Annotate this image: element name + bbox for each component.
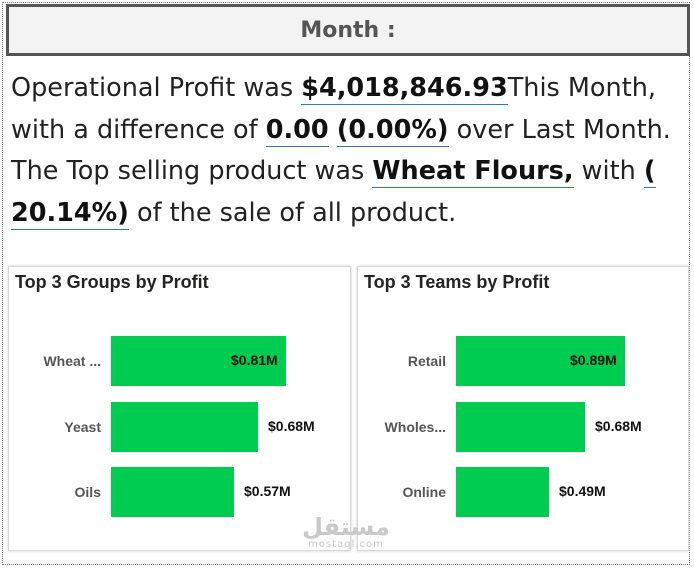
- data-label: $0.89M: [570, 352, 617, 368]
- category-label: Yeast: [64, 419, 101, 435]
- top-groups-chart[interactable]: Top 3 Groups by Profit Wheat ... $0.81M Ye…: [8, 266, 351, 551]
- data-label: $0.68M: [595, 418, 642, 434]
- narrative-text-5: with: [573, 156, 644, 186]
- narrative-text-2: This Month, with a difference of: [11, 73, 656, 145]
- watermark-arabic: مستقل: [302, 513, 390, 541]
- top-product-name: Wheat Flours,: [372, 156, 574, 188]
- data-label: $0.81M: [231, 352, 278, 368]
- difference-percent: (0.00%): [336, 114, 449, 147]
- top-product-share: ( 20.14%): [11, 156, 656, 230]
- smart-narrative: Operational Profit was $4,018,846.93This…: [11, 68, 681, 234]
- profit-value: $4,018,846.93: [301, 73, 508, 105]
- narrative-text-1: Operational Profit was: [11, 73, 302, 103]
- data-label: $0.49M: [559, 483, 606, 499]
- narrative-text-4: over Last Month. The Top selling product…: [11, 114, 671, 187]
- data-label: $0.57M: [244, 483, 291, 499]
- bar[interactable]: [456, 402, 585, 452]
- watermark-logo: مستقل mostaql.com: [300, 514, 392, 550]
- category-label: Online: [402, 484, 446, 500]
- data-label: $0.68M: [268, 418, 315, 434]
- bar[interactable]: [111, 467, 234, 517]
- bar[interactable]: [456, 336, 625, 386]
- bar[interactable]: [111, 336, 286, 386]
- month-slicer-label: Month :: [300, 17, 396, 43]
- chart-title: Top 3 Teams by Profit: [364, 272, 550, 292]
- chart-title: Top 3 Groups by Profit: [15, 272, 209, 292]
- category-label: Wholes...: [384, 419, 446, 435]
- narrative-text-6: of the sale of all product.: [128, 197, 457, 228]
- category-label: Wheat ...: [43, 353, 101, 369]
- difference-value: 0.00: [265, 114, 329, 147]
- watermark-latin: mostaql.com: [308, 539, 384, 550]
- bar[interactable]: [456, 467, 549, 517]
- category-label: Oils: [74, 484, 101, 500]
- month-slicer[interactable]: Month :: [6, 4, 690, 56]
- top-teams-chart[interactable]: Top 3 Teams by Profit Retail $0.89M Wholes…: [357, 266, 689, 551]
- narrative-text-3: [329, 115, 337, 145]
- bar[interactable]: [111, 402, 258, 452]
- category-label: Retail: [407, 353, 446, 369]
